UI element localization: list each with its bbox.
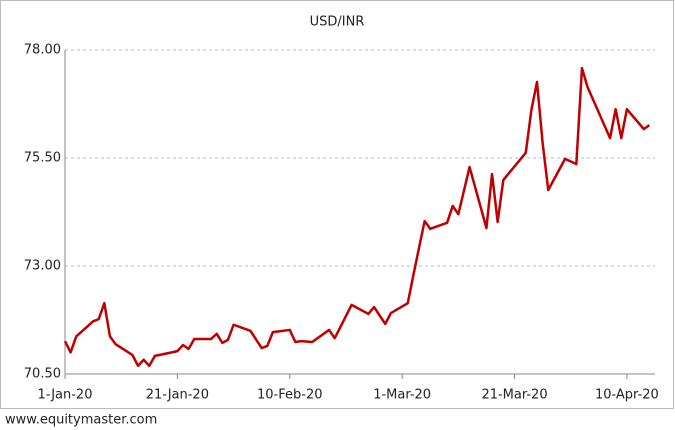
x-tick-label: 1-Mar-20 bbox=[373, 388, 431, 403]
x-tick-label: 21-Jan-20 bbox=[146, 388, 209, 403]
source: www.equitymaster.com bbox=[5, 413, 157, 428]
y-tick-label: 70.50 bbox=[24, 367, 61, 382]
x-tick-label: 1-Jan-20 bbox=[38, 388, 93, 403]
chart-title: USD/INR bbox=[310, 15, 365, 30]
chart-frame bbox=[0, 0, 674, 409]
x-tick-label: 10-Apr-20 bbox=[595, 388, 659, 403]
y-tick-label: 75.50 bbox=[24, 151, 61, 166]
y-tick-label: 78.00 bbox=[24, 43, 61, 58]
x-tick-label: 10-Feb-20 bbox=[257, 388, 322, 403]
y-tick-label: 73.00 bbox=[24, 259, 61, 274]
line bbox=[63, 66, 651, 368]
x-tick-label: 21-Mar-20 bbox=[481, 388, 547, 403]
